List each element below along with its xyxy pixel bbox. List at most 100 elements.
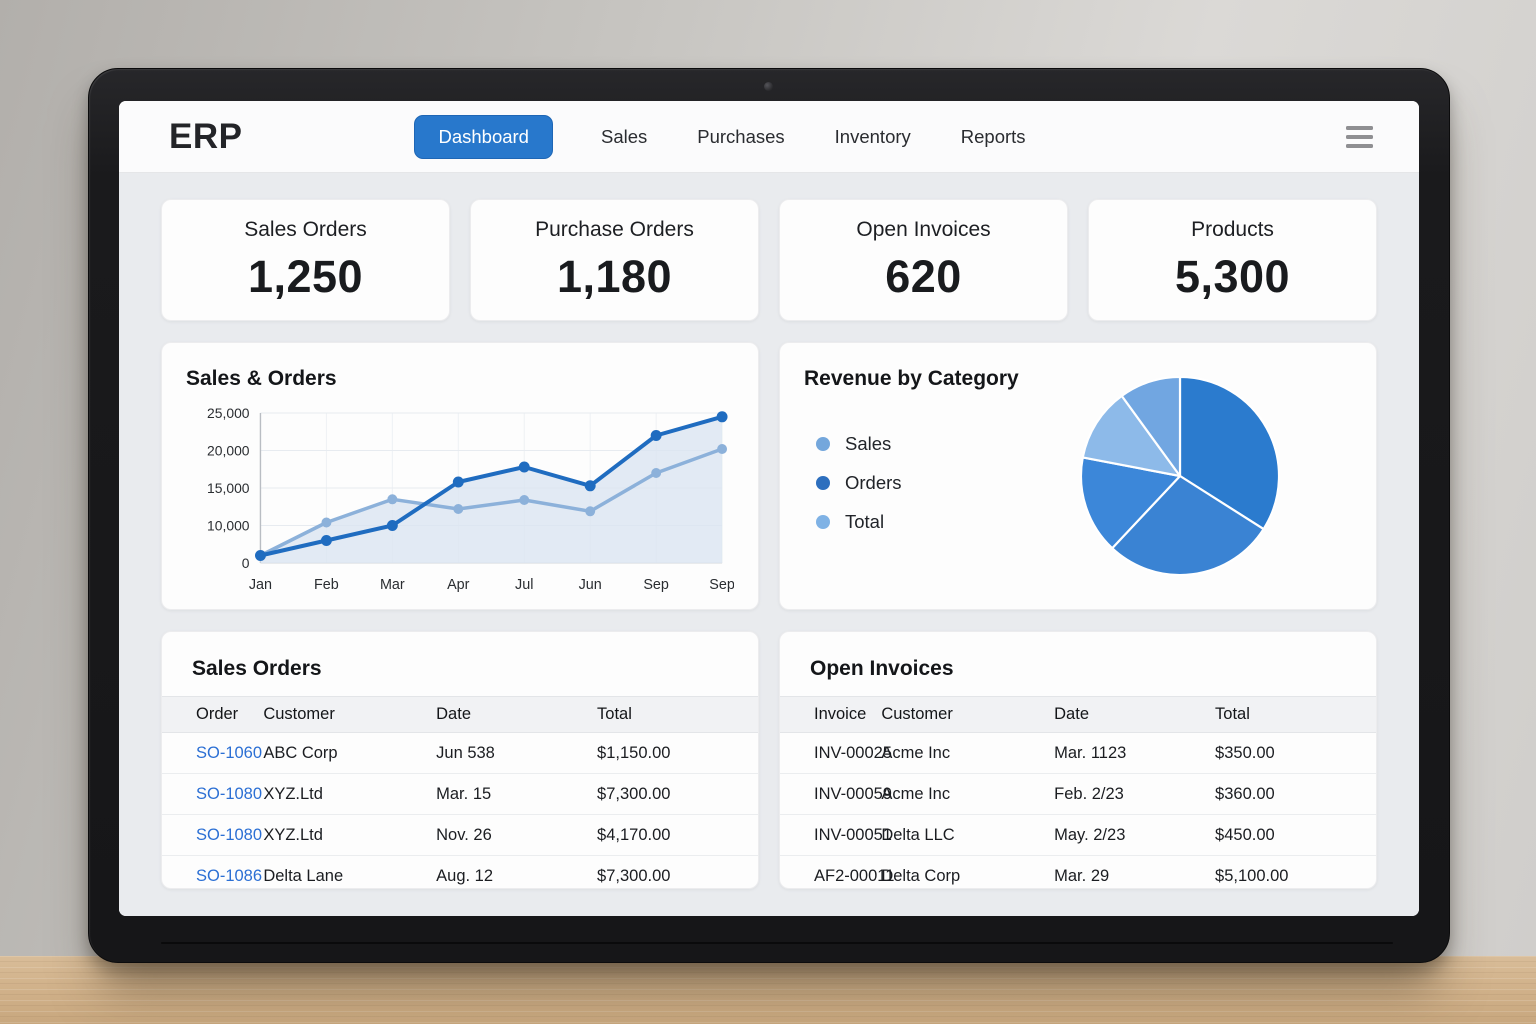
open-invoices-table-card: Open Invoices Invoice Customer Date Total IN… [779, 631, 1377, 889]
table-cell: Mar. 15 [436, 784, 492, 803]
table-cell: ABC Corp [263, 743, 338, 762]
sales-orders-table: Order Customer Date Total SO-1060 ABC Corp Jun… [162, 696, 758, 888]
table-cell: Mar. 29 [1054, 867, 1110, 885]
table-cell: Delta LLC [881, 825, 955, 844]
table-cell: Acme Inc [881, 743, 951, 762]
table-title: Open Invoices [810, 657, 954, 680]
table-cell: XYZ.Ltd [263, 825, 323, 844]
svg-text:25,000: 25,000 [207, 405, 250, 421]
column-header-invoice: Invoice [814, 705, 867, 723]
table-cell: Delta Corp [881, 867, 961, 885]
table-cell: $4,170.00 [597, 825, 671, 844]
column-header-customer: Customer [881, 705, 953, 723]
table-row: INV-00051 Delta LLC May. 2/23 $450.00 [780, 815, 1376, 856]
nav-item-inventory[interactable]: Inventory [833, 117, 913, 157]
table-cell: Delta Lane [263, 867, 344, 885]
table-header-row: Order Customer Date Total [162, 696, 758, 733]
record-id-link: INV-00051 [814, 825, 892, 844]
kpi-value: 5,300 [1174, 250, 1291, 302]
legend-dot-icon [816, 476, 830, 490]
table-cell: Acme Inc [881, 784, 951, 803]
table-cell: $7,300.00 [597, 867, 671, 885]
kpi-label: Purchase Orders [535, 217, 694, 241]
svg-text:10,000: 10,000 [207, 517, 250, 533]
table-cell: $450.00 [1215, 825, 1275, 844]
legend-dot-icon [816, 515, 830, 529]
column-header-total: Total [1215, 705, 1250, 723]
record-id-link[interactable]: SO-1080 [196, 825, 263, 844]
laptop-frame: ERP Dashboard Sales Purchases Inventory Repo… [88, 68, 1450, 963]
table-row: AF2-00011 Delta Corp Mar. 29 $5,100.00 [780, 856, 1376, 888]
kpi-card-2: Open Invoices 620 [779, 199, 1068, 321]
svg-text:Jun: Jun [579, 577, 602, 593]
column-header-date: Date [436, 705, 471, 723]
webcam-icon [764, 82, 773, 91]
record-id-link[interactable]: SO-1086 [196, 867, 263, 885]
column-header-date: Date [1054, 705, 1089, 723]
table-cell: $350.00 [1215, 743, 1275, 762]
dashboard-content: Sales Orders 1,250 Purchase Orders 1,180 Ope… [119, 173, 1419, 916]
nav-items: Dashboard Sales Purchases Inventory Reports [414, 114, 1028, 159]
table-cell: $7,300.00 [597, 784, 671, 803]
table-cell: XYZ.Ltd [263, 784, 323, 803]
line-chart-title: Sales & Orders [186, 367, 337, 390]
wooden-desk [0, 956, 1536, 1024]
nav-item-purchases[interactable]: Purchases [695, 117, 786, 157]
table-cell: May. 2/23 [1054, 825, 1126, 844]
hamburger-menu-icon[interactable] [1344, 122, 1375, 152]
app-logo: ERP [169, 116, 243, 156]
table-row: SO-1080 XYZ.Ltd Mar. 15 $7,300.00 [162, 774, 758, 815]
table-title: Sales Orders [192, 657, 322, 680]
line-chart-svg: 25,000 20,000 15,000 10,000 0 Jan Feb Mar Apr Jul… [207, 405, 734, 593]
legend-label: Sales [845, 433, 892, 454]
kpi-card-0: Sales Orders 1,250 [161, 199, 450, 321]
kpi-label: Open Invoices [856, 217, 991, 241]
revenue-category-card: Revenue by Category Sales Orders Total [779, 342, 1377, 610]
charts-row: Sales & Orders 25,000 20,000 15,000 10,000 0… [161, 342, 1377, 610]
svg-text:Sep: Sep [643, 577, 669, 593]
record-id-link: AF2-00011 [814, 867, 895, 885]
svg-text:Feb: Feb [314, 577, 339, 593]
kpi-card-3: Products 5,300 [1088, 199, 1377, 321]
kpi-value: 1,250 [247, 250, 364, 302]
tables-row: Sales Orders Order Customer Date Total SO-10… [161, 631, 1377, 889]
kpi-value: 1,180 [556, 250, 673, 302]
nav-item-sales[interactable]: Sales [599, 117, 649, 157]
record-id-link[interactable]: SO-1060 [196, 743, 263, 762]
svg-text:Mar: Mar [380, 577, 405, 593]
table-cell: $360.00 [1215, 784, 1275, 803]
record-id-link[interactable]: SO-1080 [196, 784, 263, 803]
table-header-row: Invoice Customer Date Total [780, 696, 1376, 733]
legend-label: Orders [845, 472, 902, 493]
nav-item-dashboard[interactable]: Dashboard [414, 114, 553, 159]
table-cell: $1,150.00 [597, 743, 671, 762]
kpi-label: Sales Orders [244, 217, 367, 241]
svg-text:15,000: 15,000 [207, 480, 250, 496]
table-row: SO-1060 ABC Corp Jun 538 $1,150.00 [162, 733, 758, 774]
legend-dot-icon [816, 437, 830, 451]
record-id-link: INV-00059 [814, 784, 892, 803]
svg-text:0: 0 [242, 555, 250, 571]
pie-chart-title: Revenue by Category [804, 367, 1019, 390]
top-navigation-bar: ERP Dashboard Sales Purchases Inventory Repo… [119, 101, 1419, 173]
nav-item-reports[interactable]: Reports [959, 117, 1028, 157]
table-cell: Nov. 26 [436, 825, 492, 844]
table-row: SO-1080 XYZ.Ltd Nov. 26 $4,170.00 [162, 815, 758, 856]
legend-item-orders: Orders [816, 472, 902, 494]
kpi-card-1: Purchase Orders 1,180 [470, 199, 759, 321]
table-row: INV-00059 Acme Inc Feb. 2/23 $360.00 [780, 774, 1376, 815]
legend-item-sales: Sales [816, 433, 902, 455]
table-cell: Mar. 1123 [1054, 743, 1127, 762]
table-cell: Feb. 2/23 [1054, 784, 1124, 803]
table-cell: Jun 538 [436, 743, 495, 762]
pie-legend: Sales Orders Total [816, 433, 902, 533]
sales-orders-chart-card: Sales & Orders 25,000 20,000 15,000 10,000 0… [161, 342, 759, 610]
column-header-total: Total [597, 705, 632, 723]
svg-text:Jan: Jan [249, 577, 272, 593]
kpi-value: 620 [885, 250, 962, 302]
table-cell: $5,100.00 [1215, 867, 1289, 885]
record-id-link: INV-00025 [814, 743, 892, 762]
legend-item-total: Total [816, 511, 902, 533]
svg-text:Apr: Apr [447, 577, 470, 593]
table-row: INV-00025 Acme Inc Mar. 1123 $350.00 [780, 733, 1376, 774]
